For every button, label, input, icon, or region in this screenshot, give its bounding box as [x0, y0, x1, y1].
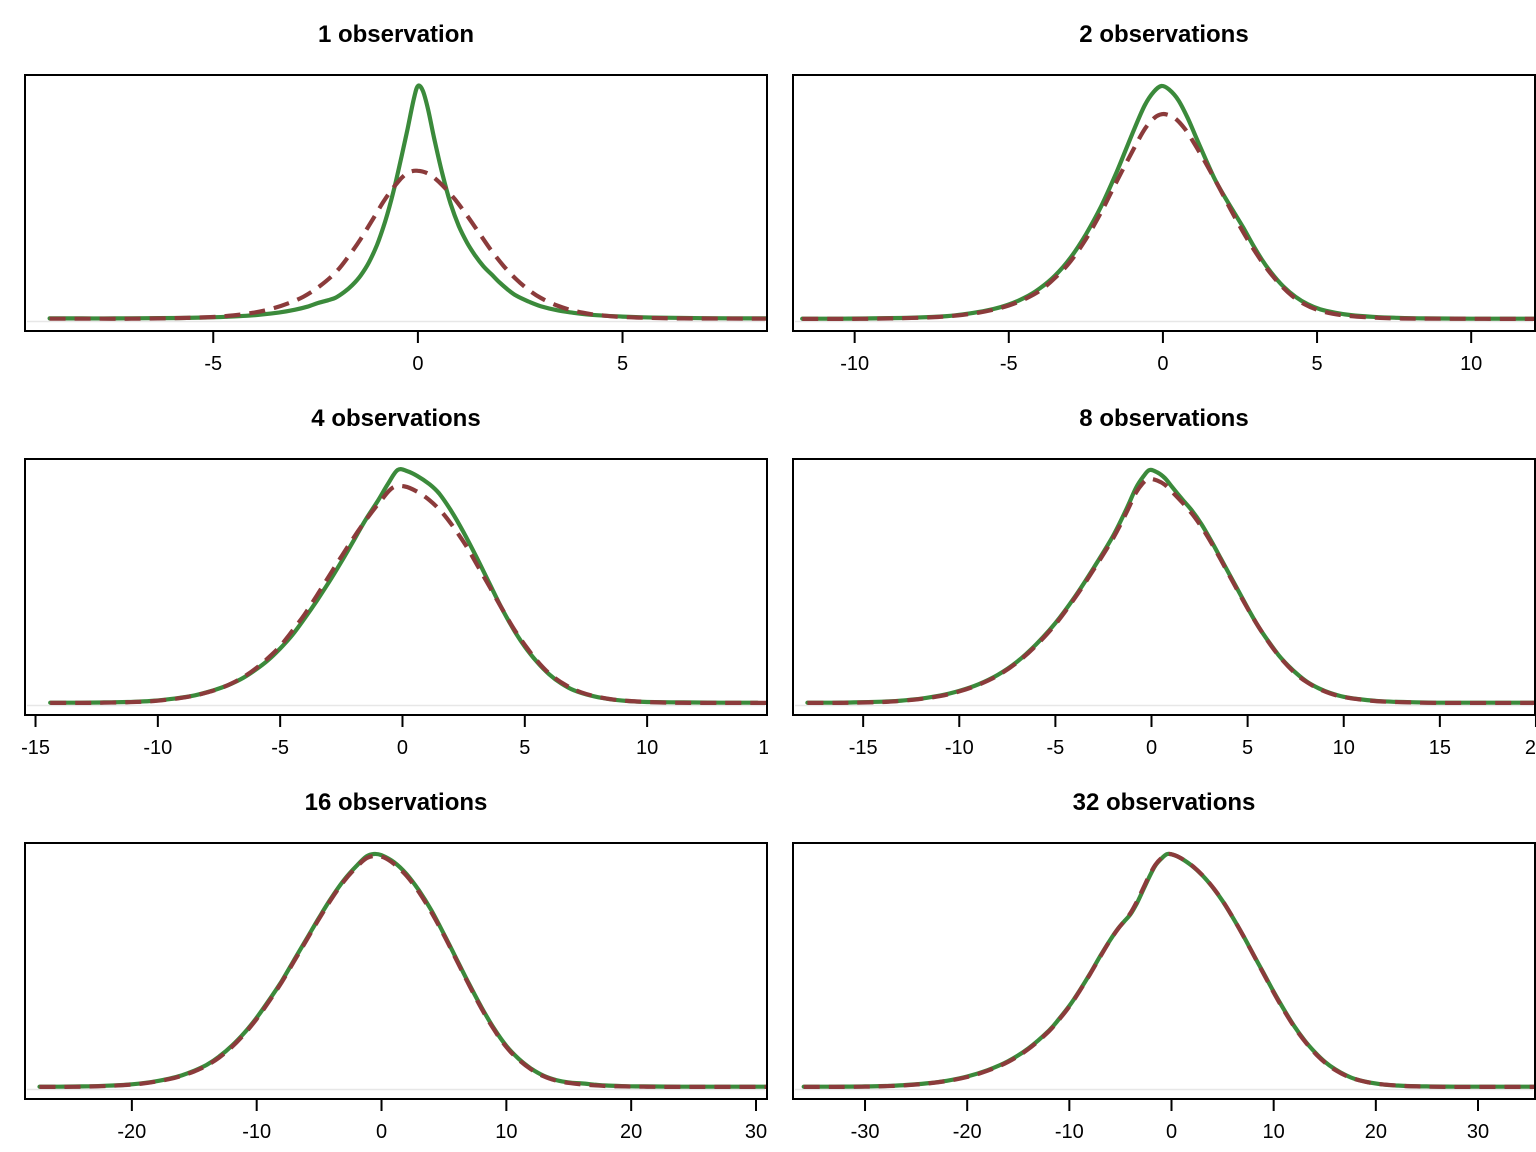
x-tick-label: -10: [242, 1121, 271, 1143]
x-tick-label: 20: [1365, 1121, 1387, 1143]
plot-area: -20 -10 0 10 20 30: [24, 842, 768, 1143]
density-chart-1-observation: 1 observation -5 0 5: [24, 21, 768, 375]
x-tick-label: 5: [1311, 353, 1322, 375]
plot-area: -15 -10 -5 0 5 10 15: [21, 458, 768, 759]
panel-title: 32 observations: [1073, 789, 1256, 816]
x-tick-label: -5: [271, 737, 289, 759]
panel-title: 2 observations: [1079, 21, 1248, 48]
x-tick-label: -20: [953, 1121, 982, 1143]
x-tick-label: 20: [620, 1121, 642, 1143]
solid_green_curve: [48, 467, 760, 705]
x-tick-label: -5: [1000, 353, 1018, 375]
x-tick-label: -20: [117, 1121, 146, 1143]
x-tick-label: 10: [1460, 353, 1482, 375]
panel-title: 4 observations: [311, 405, 480, 432]
x-tick-label: 0: [376, 1121, 387, 1143]
x-tick-label: 5: [617, 353, 628, 375]
solid_green_curve: [801, 851, 1534, 1089]
panel-1-observation: 1 observation -5 0 5: [0, 0, 768, 384]
x-tick-label: -10: [945, 737, 974, 759]
panel-title: 1 observation: [318, 21, 474, 48]
x-tick-label: -10: [143, 737, 172, 759]
panel-8-observations: 8 observations -15 -10 -5 0 5 10 15 20: [768, 384, 1536, 768]
x-tick-label: -15: [849, 737, 878, 759]
x-tick-label: 10: [636, 737, 658, 759]
density-chart-16-observations: 16 observations -20 -10 0 10 20 30: [24, 789, 768, 1143]
panel-2-observations: 2 observations -10 -5 0 5 10: [768, 0, 1536, 384]
x-tick-label: -10: [1055, 1121, 1084, 1143]
panel-4-observations: 4 observations -15 -10 -5 0 5 10 15: [0, 384, 768, 768]
x-tick-label: 10: [1333, 737, 1355, 759]
dashed_red_curve: [49, 168, 766, 321]
x-tick-label: 0: [1166, 1121, 1177, 1143]
x-tick-label: 0: [412, 353, 423, 375]
panel-title: 8 observations: [1079, 405, 1248, 432]
dashed_red_curve: [50, 483, 766, 705]
panel-32-observations: 32 observations -30 -20 -10 0 10 20 30: [768, 768, 1536, 1152]
density-chart-2-observations: 2 observations -10 -5 0 5 10: [792, 21, 1536, 375]
x-tick-label: 15: [1429, 737, 1451, 759]
x-tick-label: 10: [495, 1121, 517, 1143]
x-tick-label: 0: [397, 737, 408, 759]
dashed_red_curve: [802, 111, 1534, 321]
x-tick-label: 30: [745, 1121, 767, 1143]
density-chart-32-observations: 32 observations -30 -20 -10 0 10 20 30: [792, 789, 1536, 1143]
plot-area: -15 -10 -5 0 5 10 15 20: [792, 458, 1536, 759]
x-tick-label: -30: [851, 1121, 880, 1143]
x-tick-label: -5: [204, 353, 222, 375]
plot-area: -10 -5 0 5 10: [792, 74, 1536, 375]
density-chart-4-observations: 4 observations -15 -10 -5 0 5 10 15: [21, 405, 768, 759]
x-tick-label: -15: [21, 737, 50, 759]
x-tick-label: 20: [1525, 737, 1536, 759]
x-tick-label: 10: [1263, 1121, 1285, 1143]
plot-area: -5 0 5: [24, 74, 768, 375]
solid_green_curve: [805, 467, 1534, 705]
panel-title: 16 observations: [305, 789, 488, 816]
x-tick-label: 0: [1157, 353, 1168, 375]
solid_green_curve: [800, 83, 1534, 321]
x-tick-label: -5: [1046, 737, 1064, 759]
dashed_red_curve: [807, 476, 1534, 706]
x-tick-label: 5: [1242, 737, 1253, 759]
x-tick-label: 30: [1467, 1121, 1489, 1143]
plot-area: -30 -20 -10 0 10 20 30: [792, 842, 1536, 1143]
x-tick-label: -10: [840, 353, 869, 375]
x-tick-label: 0: [1146, 737, 1157, 759]
solid_green_curve: [47, 83, 766, 321]
dashed_red_curve: [803, 851, 1534, 1090]
density-chart-8-observations: 8 observations -15 -10 -5 0 5 10 15 20: [792, 405, 1536, 759]
panel-16-observations: 16 observations -20 -10 0 10 20 30: [0, 768, 768, 1152]
solid_green_curve: [37, 851, 766, 1089]
x-tick-label: 15: [758, 737, 768, 759]
x-tick-label: 5: [519, 737, 530, 759]
dashed_red_curve: [39, 853, 766, 1089]
